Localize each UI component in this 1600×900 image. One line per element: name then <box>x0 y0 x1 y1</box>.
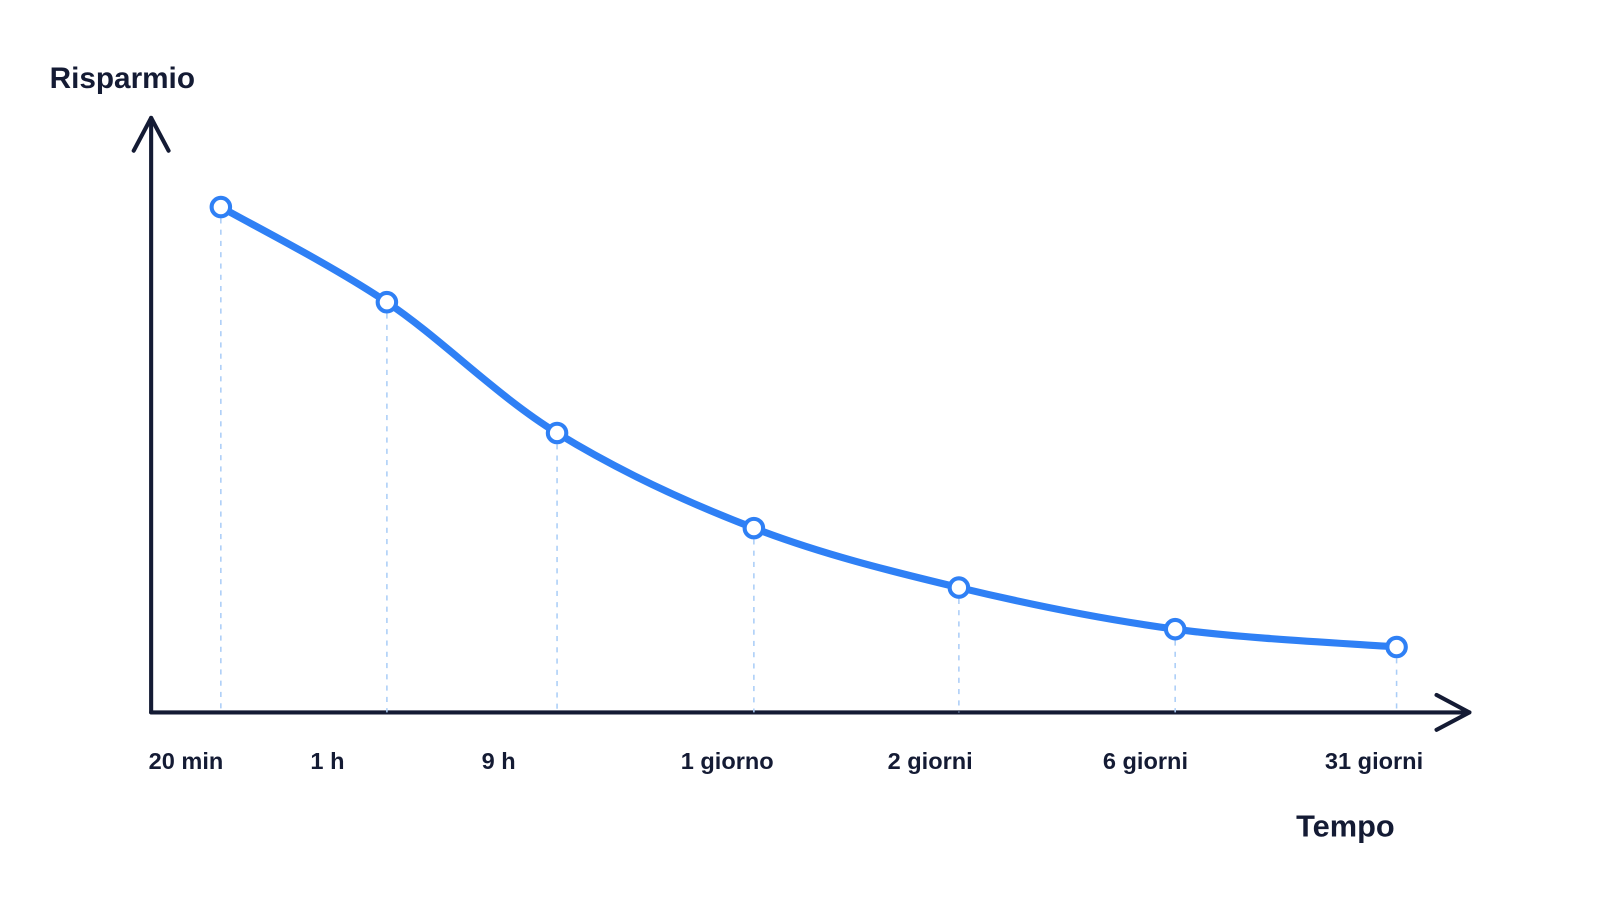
point <box>1385 635 1408 659</box>
x-arrow <box>1434 692 1472 732</box>
axes <box>131 115 1472 732</box>
point <box>209 195 233 219</box>
x-tick-label: 1 h <box>310 748 344 774</box>
x-tick-label: 9 h <box>482 748 516 774</box>
y-axis-label: Risparmio <box>50 62 195 95</box>
x-axis-label: Tempo <box>1296 808 1395 843</box>
y-arrow <box>131 115 171 153</box>
point <box>545 421 569 445</box>
x-tick-label: 6 giorni <box>1103 748 1188 774</box>
point <box>375 290 399 314</box>
point <box>1163 617 1187 641</box>
point <box>742 516 766 540</box>
point <box>947 576 971 599</box>
x-tick-label: 1 giorno <box>681 748 774 774</box>
line <box>217 203 1401 651</box>
x-tick-label: 20 min <box>149 748 224 774</box>
x-tick-label: 2 giorni <box>888 748 973 774</box>
x-tick-label: 31 giorni <box>1325 748 1423 774</box>
